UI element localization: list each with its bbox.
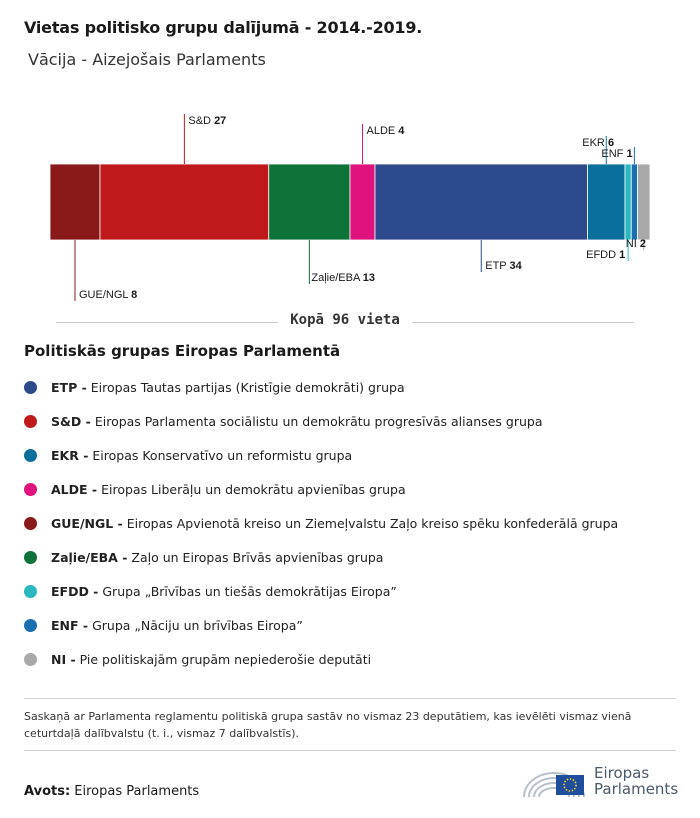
legend-abbr: ALDE - [51, 481, 98, 497]
segment-label: ALDE 4 [367, 125, 406, 137]
legend-swatch [24, 414, 37, 428]
legend-desc: Eiropas Liberāļu un demokrātu apvienības… [101, 481, 406, 497]
legend-swatch [24, 550, 37, 564]
bar-segment-alde [349, 163, 376, 241]
source: Avots: Eiropas Parlaments [24, 784, 199, 799]
chart-subtitle: Vācija - Aizejošais Parlaments [28, 50, 266, 69]
segment-label: ETP 34 [485, 260, 522, 272]
legend-item: S&D - Eiropas Parlamenta sociālistu un de… [24, 404, 684, 438]
legend-swatch [24, 652, 37, 666]
segment-label: EFDD 1 [586, 249, 625, 261]
legend-desc: Grupa „Brīvības un tiešās demokrātijas E… [102, 583, 397, 599]
legend-swatch [24, 618, 37, 632]
legend-swatch [24, 482, 37, 496]
legend-abbr: EKR - [51, 447, 89, 463]
legend-desc: Eiropas Apvienotā kreiso un Ziemeļvalstu… [126, 515, 619, 531]
bar-segment-ekr [587, 163, 626, 241]
segment-label: NI 2 [626, 238, 646, 250]
legend: ETP - Eiropas Tautas partijas (Kristīgie … [24, 370, 684, 676]
legend-item: ALDE - Eiropas Liberāļu un demokrātu apvi… [24, 472, 684, 506]
legend-swatch [24, 380, 37, 394]
legend-swatch [24, 584, 37, 598]
bar-segment-efdd [624, 163, 632, 241]
total-seats-label: Kopā 96 vieta [278, 312, 412, 328]
legend-swatch [24, 448, 37, 462]
segment-label: ENF 1 [601, 148, 632, 160]
bar-segment-gue-ngl [49, 163, 101, 241]
legend-item: GUE/NGL - Eiropas Apvienotā kreiso un Zie… [24, 506, 684, 540]
ep-logo-line2: Parlaments [594, 780, 679, 798]
legend-abbr: EFDD - [51, 583, 99, 599]
chart-title: Vietas politisko grupu dalījumā - 2014.-… [24, 18, 423, 37]
legend-item: EFDD - Grupa „Brīvības un tiešās demokrāt… [24, 574, 684, 608]
stacked-seat-chart: GUE/NGL 8 S&D 27 Zaļie/EBA 13 ALDE 4 ETP 34 E… [49, 114, 651, 301]
legend-desc: Pie politiskajām grupām nepiederošie dep… [79, 651, 372, 667]
ep-logo-text: Eiropas Parlaments [594, 765, 678, 797]
legend-abbr: ENF - [51, 617, 89, 633]
footnote: Saskaņā ar Parlamenta reglamentu politis… [24, 710, 632, 740]
bar-segment-enf [630, 163, 638, 241]
legend-abbr: ETP - [51, 379, 87, 395]
bar-segment-ni [637, 163, 651, 241]
source-value: Eiropas Parlaments [74, 784, 200, 799]
hemicycle-flag-icon [523, 772, 585, 798]
source-label: Avots: [24, 784, 71, 799]
segment-label: S&D 27 [188, 115, 226, 127]
total-divider: Kopā 96 vieta [56, 312, 634, 332]
bar-segment-s-d [99, 163, 270, 241]
legend-swatch [24, 516, 37, 530]
footnote-divider-bottom [24, 750, 676, 751]
legend-abbr: S&D - [51, 413, 91, 429]
legend-abbr: Zaļie/EBA - [51, 549, 128, 565]
legend-abbr: NI - [51, 651, 76, 667]
segment-label: GUE/NGL 8 [79, 289, 137, 301]
legend-desc: Eiropas Tautas partijas (Kristīgie demok… [90, 379, 405, 395]
legend-desc: Eiropas Konservatīvo un reformistu grupa [92, 447, 353, 463]
legend-title: Politiskās grupas Eiropas Parlamentā [24, 342, 341, 360]
footnote-divider-top [24, 698, 676, 699]
legend-item: Zaļie/EBA - Zaļo un Eiropas Brīvās apvien… [24, 540, 684, 574]
legend-abbr: GUE/NGL - [51, 515, 123, 531]
legend-desc: Eiropas Parlamenta sociālistu un demokrā… [94, 413, 543, 429]
ep-logo: Eiropas Parlaments [520, 763, 680, 803]
legend-item: NI - Pie politiskajām grupām nepiederošie… [24, 642, 684, 676]
legend-item: ENF - Grupa „Nāciju un brīvības Eiropa” [24, 608, 684, 642]
legend-desc: Grupa „Nāciju un brīvības Eiropa” [92, 617, 303, 633]
segment-label: Zaļie/EBA 13 [311, 272, 375, 284]
legend-desc: Zaļo un Eiropas Brīvās apvienības grupa [131, 549, 384, 565]
legend-item: EKR - Eiropas Konservatīvo un reformistu … [24, 438, 684, 472]
ep-logo-line1: Eiropas [594, 764, 650, 782]
bar-segment-za-ie-eba [268, 163, 351, 241]
segment-label: EKR 6 [582, 137, 614, 149]
legend-item: ETP - Eiropas Tautas partijas (Kristīgie … [24, 370, 684, 404]
bar-segment-etp [374, 163, 588, 241]
